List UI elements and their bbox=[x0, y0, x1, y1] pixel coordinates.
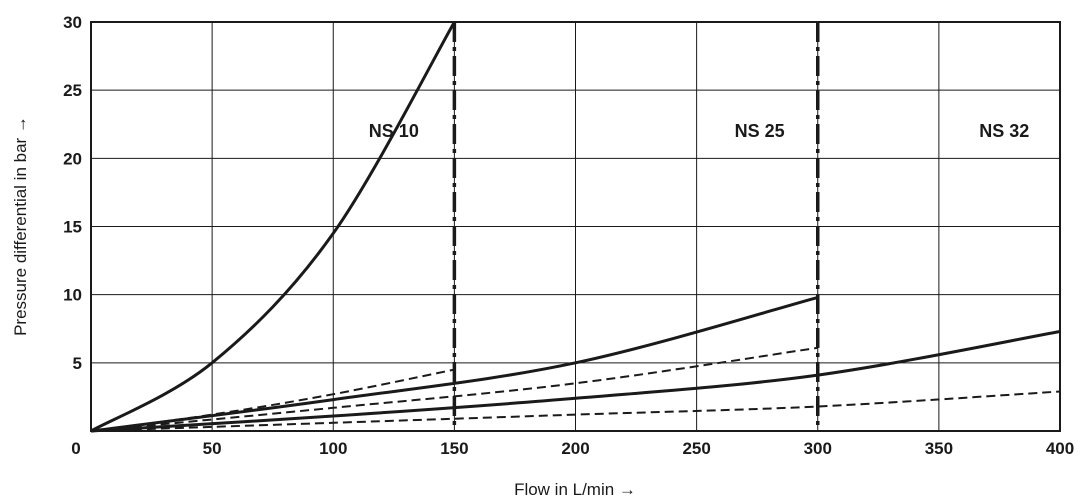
x-tick-label-3: 150 bbox=[440, 439, 468, 458]
x-tick-label-7: 350 bbox=[925, 439, 953, 458]
x-tick-label-4: 200 bbox=[561, 439, 589, 458]
y-axis-label: Pressure differential in bar → bbox=[11, 116, 30, 336]
y-tick-label-4: 25 bbox=[63, 81, 82, 100]
size-label-2: NS 32 bbox=[979, 121, 1029, 141]
characteristic-curves bbox=[90, 21, 1061, 433]
x-tick-label-1: 50 bbox=[203, 439, 222, 458]
y-tick-label-3: 20 bbox=[63, 149, 82, 168]
x-axis-label: Flow in L/min → bbox=[514, 480, 636, 499]
dashed-curve-5 bbox=[90, 390, 1061, 432]
y-tick-labels: 5 10 15 20 25 30 bbox=[63, 13, 82, 373]
y-tick-label-0: 5 bbox=[73, 354, 82, 373]
x-tick-labels: 50 100 150 200 250 300 350 400 bbox=[203, 439, 1075, 458]
dashed-curve-1 bbox=[90, 368, 455, 432]
x-tick-label-2: 100 bbox=[319, 439, 347, 458]
y-tick-label-1: 10 bbox=[63, 286, 82, 305]
size-label-0: NS 10 bbox=[369, 121, 419, 141]
solid-curve-2 bbox=[90, 295, 819, 433]
y-tick-label-5: 30 bbox=[63, 13, 82, 32]
solid-curve-0 bbox=[90, 21, 456, 433]
x-tick-label-5: 250 bbox=[682, 439, 710, 458]
origin-label: 0 bbox=[71, 439, 80, 458]
x-tick-label-6: 300 bbox=[804, 439, 832, 458]
nominal-size-labels: NS 10 NS 25 NS 32 bbox=[369, 121, 1030, 141]
solid-curve-4 bbox=[90, 330, 1061, 433]
x-tick-label-8: 400 bbox=[1046, 439, 1074, 458]
size-label-1: NS 25 bbox=[735, 121, 785, 141]
grid bbox=[91, 22, 1060, 431]
plot-frame bbox=[90, 21, 1061, 432]
size-limit-lines bbox=[452, 22, 820, 431]
y-tick-label-2: 15 bbox=[63, 218, 82, 237]
